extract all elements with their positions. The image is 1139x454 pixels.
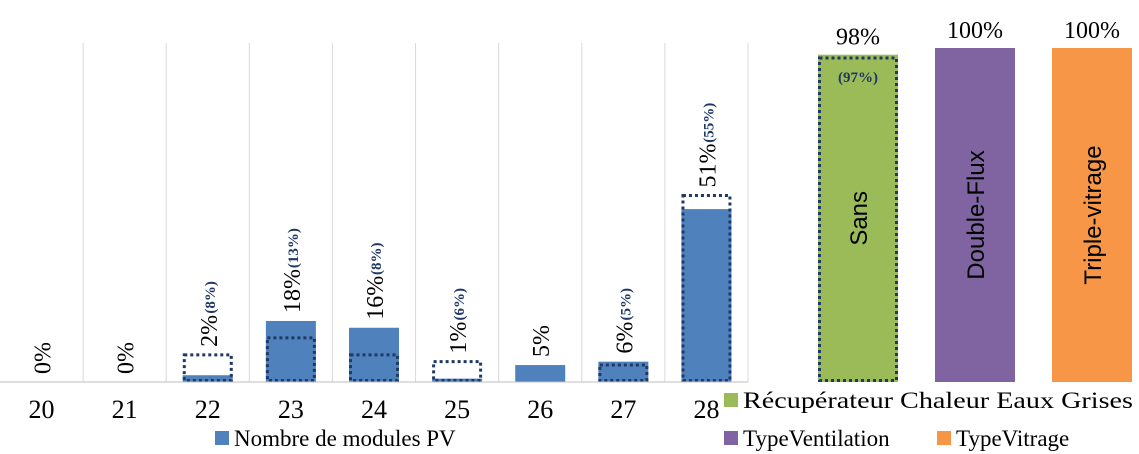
pv-bar: [432, 378, 483, 382]
category-value-label: 100%: [1064, 18, 1120, 44]
pv-reference-label: (13%): [286, 228, 302, 268]
x-tick-label: 21: [112, 395, 138, 424]
category-reference-label: (97%): [838, 70, 878, 86]
legend-swatch: [724, 431, 738, 445]
pv-reference-bar: [265, 336, 316, 382]
grid-lines: [82, 43, 749, 382]
pv-reference-label: (55%): [701, 103, 717, 143]
legend-label: TypeVentilation: [743, 426, 890, 451]
x-tick-label: 23: [278, 395, 304, 424]
category-bar-name: Sans: [846, 191, 873, 246]
pv-value-label: 2%: [197, 315, 223, 347]
pv-reference-bar: [598, 363, 649, 382]
pv-reference-bar: [681, 194, 732, 382]
pv-value-label: 1%: [446, 322, 472, 354]
pv-reference-bar: [432, 360, 483, 383]
category-bars: [818, 48, 1132, 383]
category-bar-name: Double-Flux: [963, 150, 990, 279]
x-tick-label: 24: [361, 395, 387, 424]
category-reference-bar: [818, 56, 898, 383]
pv-bar: [515, 365, 566, 382]
category-bar: [1052, 48, 1132, 382]
category-bar-name: Triple-vitrage: [1080, 145, 1107, 284]
pv-value-label: 5%: [529, 325, 555, 357]
pv-value-label: 51%: [695, 144, 721, 188]
x-tick-label: 27: [610, 395, 636, 424]
legend-label: Récupérateur Chaleur Eaux Grises: [743, 388, 1133, 413]
x-axis: 20 21 22 23 24 25 26 27 28: [0, 381, 748, 424]
category-bar: [935, 48, 1015, 382]
category-bar: [818, 54, 898, 383]
pv-reference-bar: [182, 353, 233, 383]
x-tick-label: 20: [29, 395, 55, 424]
data-labels: 0% 0%2%(8%) 18%(13%)16%(8%)1%(6%)5% 6%(5%)5…: [31, 18, 1120, 374]
pv-reference-label: (8%): [203, 281, 219, 314]
pv-value-label: 0%: [31, 342, 57, 374]
pv-reference-label: (6%): [452, 288, 468, 321]
legend-swatch: [937, 431, 951, 445]
pv-bars: [182, 194, 732, 383]
pv-bar: [598, 361, 649, 382]
legend-label: Nombre de modules PV: [234, 426, 456, 451]
category-value-label: 98%: [836, 25, 880, 51]
legend-swatch: [724, 393, 738, 407]
x-tick-label: 25: [444, 395, 470, 424]
pv-value-label: 6%: [612, 322, 638, 354]
category-value-label: 100%: [947, 18, 1003, 44]
pv-value-label: 0%: [114, 342, 140, 374]
pv-bar: [265, 320, 316, 382]
x-tick-label: 26: [527, 395, 553, 424]
legend: Nombre de modules PV Récupérateur Chaleur…: [215, 388, 1133, 451]
pv-reference-bar: [349, 353, 399, 383]
x-tick-label: 22: [195, 395, 221, 424]
pv-reference-label: (5%): [618, 288, 634, 321]
pv-value-label: 18%: [280, 269, 306, 313]
legend-swatch: [215, 431, 229, 445]
pv-value-label: 16%: [363, 276, 389, 320]
pv-bar: [681, 209, 732, 382]
legend-label: TypeVitrage: [956, 426, 1069, 451]
pv-reference-label: (8%): [369, 242, 385, 275]
pv-bar: [182, 375, 233, 382]
x-tick-label: 28: [693, 395, 719, 424]
